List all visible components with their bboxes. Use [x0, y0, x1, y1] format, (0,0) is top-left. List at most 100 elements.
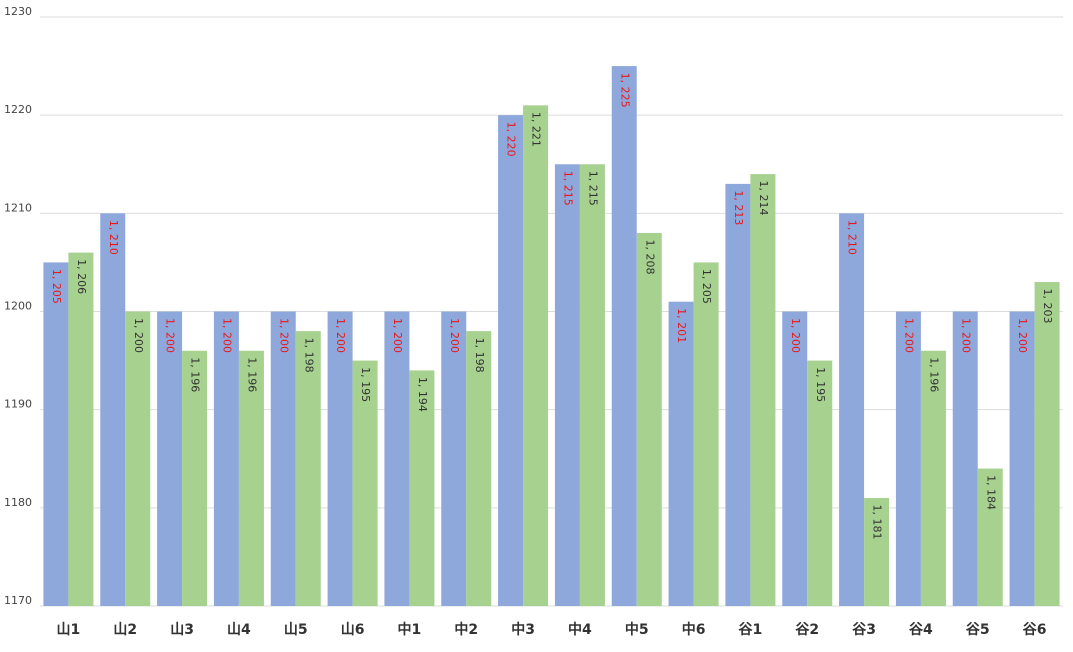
- data-label: 1, 220: [505, 122, 518, 157]
- bar-series1: [100, 213, 126, 607]
- bar-series1: [441, 311, 467, 606]
- x-tick-label: 中4: [568, 621, 592, 638]
- bar-series2: [920, 350, 946, 606]
- data-label: 1, 194: [416, 377, 429, 412]
- bar-series2: [693, 262, 719, 606]
- bar-series1: [157, 311, 183, 606]
- data-label: 1, 210: [846, 220, 859, 255]
- y-axis: 1170 1180 1190 1200 1210 1220 1230: [4, 5, 32, 607]
- bar-series1: [725, 183, 751, 606]
- y-tick-label: 1200: [4, 300, 32, 313]
- bar-series2: [864, 498, 890, 606]
- x-axis: 山1 山2 山3 山4 山5 山6 中1 中2 中3 中4 中5 中6 谷1 谷2 谷3 谷4 谷5 谷6: [57, 621, 1047, 638]
- data-label: 1, 225: [618, 73, 631, 108]
- bar-series2: [523, 105, 549, 606]
- bar-series1: [43, 262, 69, 606]
- bar-series2: [977, 468, 1003, 606]
- bar-series1: [327, 311, 353, 606]
- data-label: 1, 203: [1041, 289, 1054, 324]
- bar-series1: [782, 311, 808, 606]
- bar-series2: [125, 311, 151, 606]
- data-label: 1, 181: [871, 505, 884, 540]
- data-label: 1, 200: [334, 318, 347, 353]
- x-tick-label: 中6: [682, 621, 706, 638]
- bar-series1: [952, 311, 978, 606]
- data-label: 1, 200: [132, 318, 145, 353]
- x-tick-label: 中5: [625, 621, 649, 638]
- x-tick-label: 中1: [398, 621, 422, 638]
- x-tick-label: 谷2: [795, 622, 819, 638]
- data-label: 1, 196: [245, 357, 258, 392]
- data-label: 1, 221: [530, 112, 543, 147]
- data-label: 1, 215: [561, 171, 574, 206]
- data-label: 1, 200: [959, 318, 972, 353]
- data-label: 1, 200: [902, 318, 915, 353]
- y-tick-label: 1230: [4, 5, 32, 18]
- x-tick-label: 谷6: [1023, 622, 1047, 638]
- x-tick-label: 山3: [170, 622, 194, 638]
- bar-series2: [750, 174, 776, 607]
- bars: [43, 66, 1060, 607]
- data-label: 1, 205: [700, 269, 713, 304]
- x-tick-label: 山6: [341, 622, 365, 638]
- bar-series2: [636, 232, 662, 606]
- y-tick-label: 1170: [4, 594, 32, 607]
- bar-series2: [182, 350, 208, 606]
- bar-series2: [1034, 282, 1060, 606]
- bar-series1: [668, 301, 694, 606]
- bar-series2: [295, 331, 321, 606]
- data-label: 1, 206: [75, 259, 88, 294]
- x-tick-label: 谷5: [966, 622, 990, 638]
- bar-series1: [839, 213, 865, 607]
- data-label: 1, 200: [391, 318, 404, 353]
- data-label: 1, 213: [732, 190, 745, 225]
- bar-series2: [807, 360, 833, 606]
- data-label: 1, 184: [984, 475, 997, 510]
- data-label: 1, 208: [643, 239, 656, 274]
- data-label: 1, 215: [586, 171, 599, 206]
- data-label: 1, 200: [1016, 318, 1029, 353]
- bar-series1: [1009, 311, 1035, 606]
- data-label: 1, 198: [302, 338, 315, 373]
- bar-series2: [238, 350, 264, 606]
- bar-series1: [498, 115, 524, 607]
- y-tick-label: 1210: [4, 201, 32, 214]
- y-tick-label: 1220: [4, 103, 32, 116]
- x-tick-label: 山2: [113, 622, 137, 638]
- y-tick-label: 1180: [4, 496, 32, 509]
- bar-series1: [213, 311, 239, 606]
- data-label: 1, 200: [789, 318, 802, 353]
- data-label: 1, 195: [359, 367, 372, 402]
- data-label: 1, 200: [277, 318, 290, 353]
- x-tick-label: 山4: [227, 622, 251, 638]
- bar-series1: [554, 164, 580, 606]
- data-label: 1, 196: [189, 357, 202, 392]
- x-tick-label: 中2: [454, 621, 478, 638]
- x-tick-label: 谷4: [909, 622, 933, 638]
- data-labels: 1, 205 1, 206 1, 210 1, 200 1, 200 1, 196 1, 2…: [50, 73, 1054, 540]
- bar-series2: [466, 331, 492, 606]
- bar-series1: [270, 311, 296, 606]
- bar-series2: [409, 370, 435, 606]
- bar-series1: [895, 311, 921, 606]
- bar-series1: [611, 66, 637, 607]
- bar-series2: [352, 360, 378, 606]
- bar-series2: [68, 252, 94, 606]
- data-label: 1, 195: [814, 367, 827, 402]
- data-label: 1, 196: [927, 357, 940, 392]
- data-label: 1, 200: [448, 318, 461, 353]
- data-label: 1, 198: [473, 338, 486, 373]
- x-tick-label: 谷1: [739, 622, 763, 638]
- data-label: 1, 200: [164, 318, 177, 353]
- data-label: 1, 214: [757, 181, 770, 216]
- bar-series2: [579, 164, 605, 606]
- x-tick-label: 谷3: [852, 622, 876, 638]
- data-label: 1, 200: [220, 318, 233, 353]
- x-tick-label: 山1: [57, 622, 81, 638]
- data-label: 1, 201: [675, 308, 688, 343]
- x-tick-label: 中3: [511, 621, 535, 638]
- gridlines: [40, 16, 1063, 607]
- data-label: 1, 210: [107, 220, 120, 255]
